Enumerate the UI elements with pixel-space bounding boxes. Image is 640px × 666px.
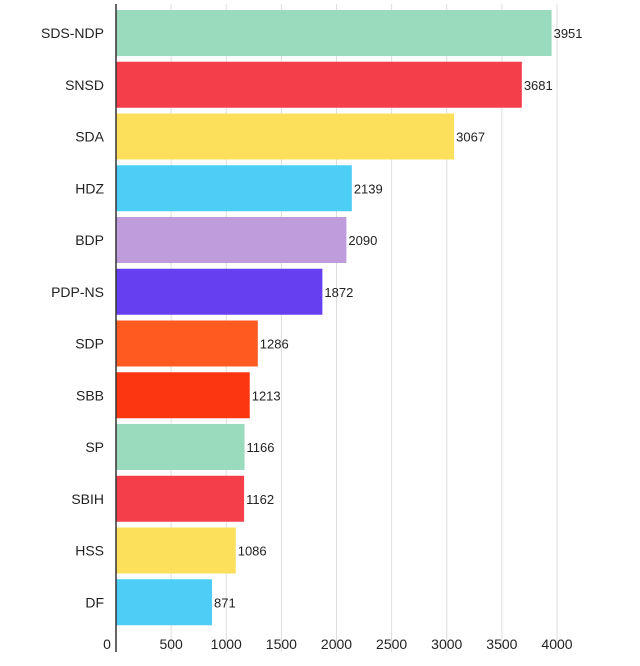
- category-label: BDP: [75, 232, 104, 248]
- bar-pdp-ns: [116, 268, 323, 315]
- bar-sda: [116, 113, 455, 160]
- x-tick-label: 500: [159, 636, 183, 652]
- value-label: 1213: [252, 388, 281, 403]
- bar-sdp: [116, 320, 258, 367]
- x-tick-label: 2500: [376, 636, 407, 652]
- category-label: HSS: [75, 543, 104, 559]
- category-label: SBIH: [71, 491, 104, 507]
- bar-hdz: [116, 165, 352, 212]
- bar-sp: [116, 424, 245, 470]
- category-label: HDZ: [75, 180, 104, 196]
- x-tick-label: 1000: [211, 636, 242, 652]
- x-tick-label: 0: [103, 636, 111, 652]
- bar-sbih: [116, 475, 245, 522]
- grid-lines: [170, 4, 558, 652]
- category-label: SDS-NDP: [41, 25, 104, 41]
- x-tick-label: 3500: [486, 636, 517, 652]
- value-label: 3067: [456, 130, 485, 145]
- category-label: PDP-NS: [51, 284, 104, 300]
- bar-hss: [116, 527, 236, 574]
- bar-snsd: [116, 61, 522, 108]
- value-labels: 3951 3681 3067 2139 2090 1872 1286 1213 1166 1162…: [214, 26, 582, 610]
- category-label: SP: [85, 439, 104, 455]
- bar-df: [116, 579, 213, 626]
- value-label: 1286: [260, 337, 289, 352]
- x-tick-label: 1500: [266, 636, 297, 652]
- category-label: SNSD: [65, 77, 104, 93]
- category-label: DF: [85, 594, 104, 610]
- value-label: 1166: [247, 440, 275, 455]
- category-label: SDA: [75, 129, 104, 145]
- x-tick-labels: 0 500 1000 1500 2000 2500 3000 3500 4000: [103, 636, 573, 652]
- value-label: 871: [214, 595, 236, 610]
- value-label: 3951: [554, 26, 583, 41]
- bar-sds-ndp: [116, 10, 552, 56]
- category-label: SDP: [75, 336, 104, 352]
- x-tick-label: 2000: [321, 636, 352, 652]
- value-label: 3681: [524, 78, 553, 93]
- value-label: 1162: [246, 492, 274, 507]
- x-tick-label: 4000: [541, 636, 572, 652]
- category-labels: SDS-NDP SNSD SDA HDZ BDP PDP-NS SDP SBB SP SBIH HS…: [41, 25, 105, 610]
- bars: [116, 10, 552, 626]
- x-tick-label: 3000: [431, 636, 462, 652]
- value-label: 2139: [354, 181, 383, 196]
- value-label: 1086: [238, 544, 267, 559]
- category-label: SBB: [76, 387, 104, 403]
- value-label: 1872: [324, 285, 353, 300]
- value-label: 2090: [348, 233, 377, 248]
- bar-bdp: [116, 217, 347, 263]
- bar-sbb: [116, 372, 250, 419]
